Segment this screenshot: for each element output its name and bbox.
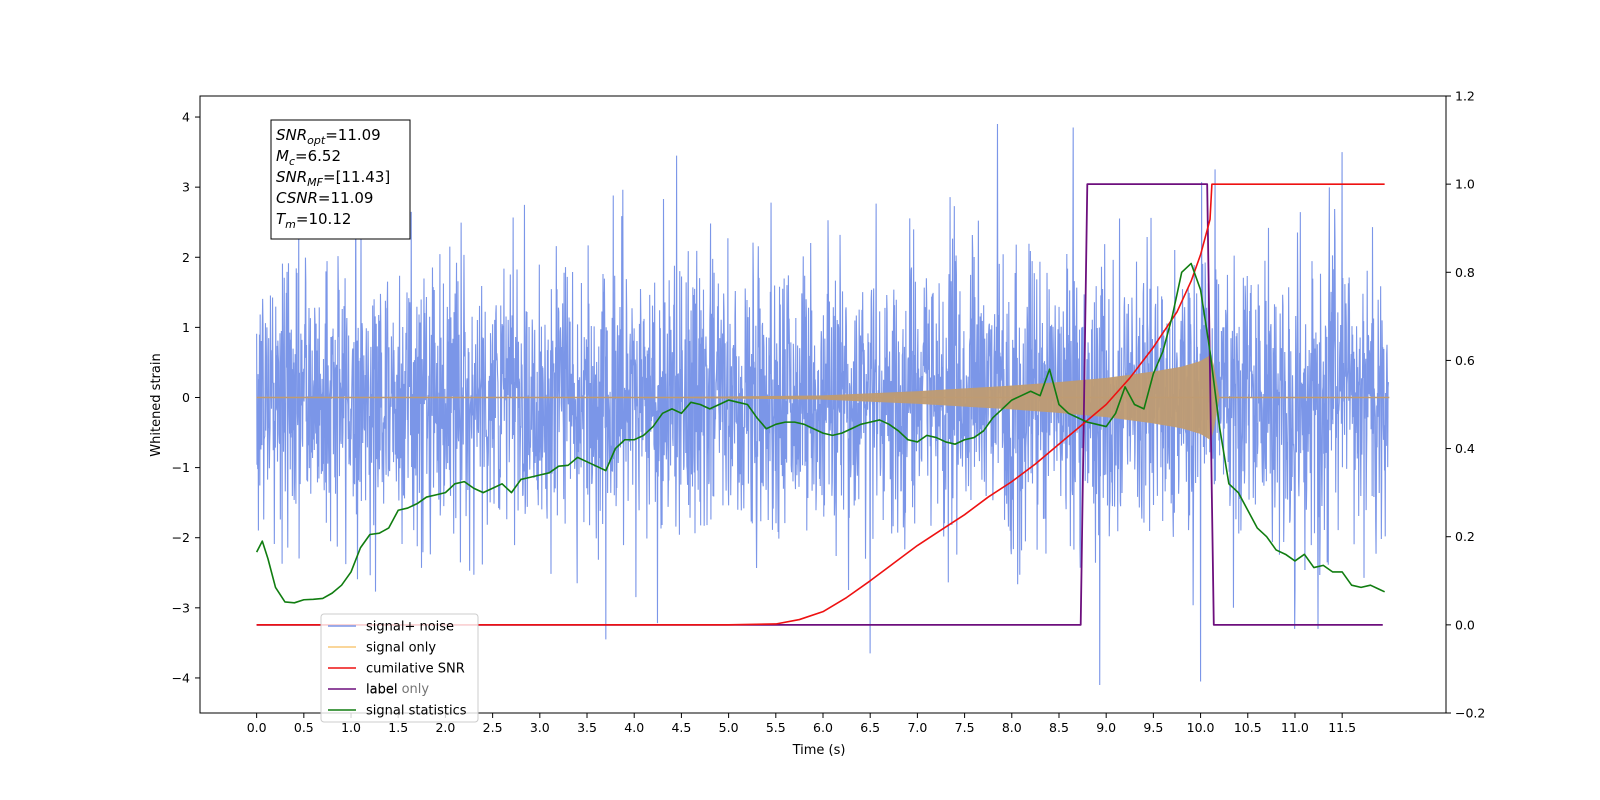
x-tick-label: 10.0 (1187, 720, 1215, 735)
y-tick-label: 0 (182, 390, 190, 405)
annotation-subscript: c (289, 155, 295, 168)
x-tick-label: 0.5 (294, 720, 314, 735)
y2-tick-label: 0.8 (1455, 265, 1475, 280)
annotation-symbol: CSNR (276, 189, 318, 207)
y-axis-label: Whitened strain (149, 353, 164, 456)
annotation-line: SNRopt=11.09 (276, 126, 381, 147)
x-tick-label: 2.0 (435, 720, 455, 735)
x-tick-label: 8.0 (1002, 720, 1022, 735)
x-tick-label: 5.0 (719, 720, 739, 735)
x-tick-label: 1.0 (341, 720, 361, 735)
y-tick-label: 3 (182, 180, 190, 195)
y2-tick-label: 1.2 (1455, 89, 1475, 104)
x-tick-label: 11.5 (1328, 720, 1356, 735)
x-tick-label: 1.5 (388, 720, 408, 735)
metrics-annotation: SNRopt=11.09Mc=6.52SNRMF=[11.43]CSNR=11.… (270, 119, 411, 240)
annotation-line: CSNR=11.09 (276, 189, 373, 207)
annotation-value: =10.12 (296, 210, 352, 228)
annotation-subscript: opt (307, 134, 326, 147)
y-tick-label: −1 (172, 460, 190, 475)
x-tick-label: 0.0 (247, 720, 267, 735)
x-tick-label: 4.5 (671, 720, 691, 735)
legend-entry: label (366, 683, 397, 698)
series-label (256, 183, 1383, 626)
y-axis-ticks: 4 3 2 1 0 −1 −2 −3 −4 (172, 110, 200, 685)
x-tick-label: 11.0 (1281, 720, 1309, 735)
legend-entry: signal+ noise (366, 620, 454, 635)
x-tick-label: 6.5 (860, 720, 880, 735)
y2-axis-ticks: 1.2 1.0 0.8 0.6 0.4 0.2 0.0 −0.2 (1446, 89, 1485, 721)
y2-tick-label: 0.2 (1455, 529, 1475, 544)
annotation-symbol: SNR (276, 126, 307, 144)
x-axis-ticks: 0.0 0.5 1.0 1.5 2.0 2.5 3.0 3.5 4.0 4.5 5.0 5.5 6.0 6… (247, 713, 1356, 735)
y2-tick-label: 0.4 (1455, 441, 1475, 456)
x-tick-label: 4.0 (624, 720, 644, 735)
annotation-value: =6.52 (295, 147, 341, 165)
annotation-symbol: T (276, 210, 287, 228)
x-tick-label: 9.0 (1096, 720, 1116, 735)
y-tick-label: 4 (182, 110, 190, 125)
y2-tick-label: −0.2 (1455, 706, 1485, 721)
y-tick-label: −2 (172, 530, 190, 545)
legend-entry: signal statistics (366, 704, 467, 719)
x-tick-label: 5.5 (766, 720, 786, 735)
x-tick-label: 7.5 (955, 720, 975, 735)
annotation-subscript: MF (307, 176, 323, 189)
y-tick-label: −4 (172, 670, 190, 685)
annotation-line: Mc=6.52 (276, 147, 341, 168)
series-layer (255, 124, 1390, 685)
annotation-line: Tm=10.12 (276, 210, 351, 231)
annotation-line: SNRMF=[11.43] (276, 168, 390, 189)
x-tick-label: 3.5 (577, 720, 597, 735)
annotation-value: =11.09 (325, 126, 381, 144)
y-tick-label: 2 (182, 250, 190, 265)
legend-entry: cumilative SNR (366, 662, 465, 677)
x-tick-label: 3.0 (530, 720, 550, 735)
y-tick-label: 1 (182, 320, 190, 335)
y2-tick-label: 0.6 (1455, 353, 1475, 368)
annotation-value: =[11.43] (323, 168, 390, 186)
series-signal-statistics (255, 262, 1385, 604)
legend-frame (320, 613, 479, 723)
x-tick-label: 10.5 (1234, 720, 1262, 735)
y2-tick-label: 0.0 (1455, 617, 1475, 632)
x-tick-label: 6.0 (813, 720, 833, 735)
x-tick-label: 7.0 (907, 720, 927, 735)
y2-tick-label: 1.0 (1455, 177, 1475, 192)
legend-entry-ghost: label only (366, 682, 429, 697)
annotation-symbol: SNR (276, 168, 307, 186)
series-cumulative-snr (256, 183, 1385, 626)
annotation-symbol: M (276, 147, 289, 165)
x-tick-label: 9.5 (1143, 720, 1163, 735)
annotation-box (270, 119, 411, 240)
annotation-subscript: m (285, 218, 296, 231)
legend-entry: signal only (366, 641, 436, 656)
x-tick-label: 8.5 (1049, 720, 1069, 735)
x-axis-label: Time (s) (792, 743, 846, 758)
legend: signal+ noise signal only cumilative SNR la… (320, 613, 479, 723)
annotation-value: =11.09 (318, 189, 374, 207)
x-tick-label: 2.5 (483, 720, 503, 735)
y-tick-label: −3 (172, 600, 190, 615)
